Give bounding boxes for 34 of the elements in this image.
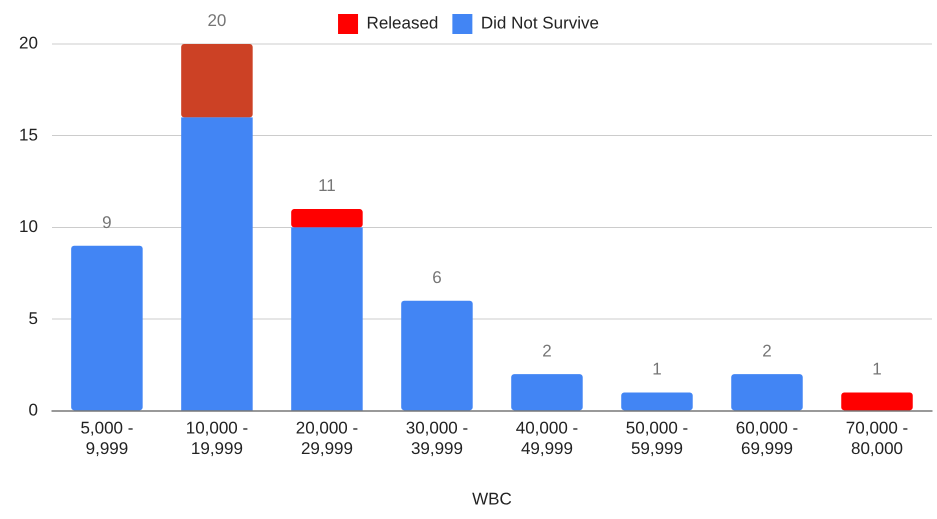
bar — [511, 374, 583, 410]
bar — [181, 117, 253, 410]
x-tick-label: 40,000 - 49,999 — [516, 418, 578, 458]
bar — [71, 246, 143, 410]
x-axis-title: WBC — [472, 489, 512, 508]
total-label: 6 — [432, 268, 442, 287]
x-tick-label: 50,000 - 59,999 — [626, 418, 688, 458]
bar — [731, 374, 803, 410]
y-tick-label: 10 — [18, 217, 38, 236]
y-tick-label: 20 — [18, 34, 38, 53]
legend-label: Did Not Survive — [480, 14, 599, 33]
total-label: 11 — [318, 176, 336, 196]
x-tick-label: 10,000 - 19,999 — [186, 418, 248, 458]
x-tick-label: 60,000 - 69,999 — [736, 418, 798, 458]
bar — [621, 392, 693, 410]
total-label: 1 — [872, 360, 882, 379]
y-tick-label: 15 — [18, 125, 38, 144]
total-label: 2 — [542, 341, 552, 360]
total-label: 1 — [652, 360, 662, 379]
total-label: 20 — [207, 11, 226, 30]
x-tick-label: 70,000 - 80,000 — [846, 418, 908, 458]
y-tick-label: 0 — [28, 400, 38, 420]
total-label: 9 — [102, 212, 112, 232]
bar — [291, 227, 363, 410]
x-tick-label: 20,000 - 29,999 — [296, 418, 358, 458]
legend-label: Released — [366, 14, 438, 33]
total-label: 2 — [762, 341, 772, 360]
bar — [291, 209, 363, 228]
bar — [181, 44, 253, 118]
x-tick-label: 30,000 - 39,999 — [406, 418, 468, 458]
x-tick-label: 5,000 - 9,999 — [80, 418, 134, 458]
bar — [401, 300, 473, 410]
y-tick-label: 5 — [28, 308, 38, 328]
bar — [841, 392, 913, 410]
